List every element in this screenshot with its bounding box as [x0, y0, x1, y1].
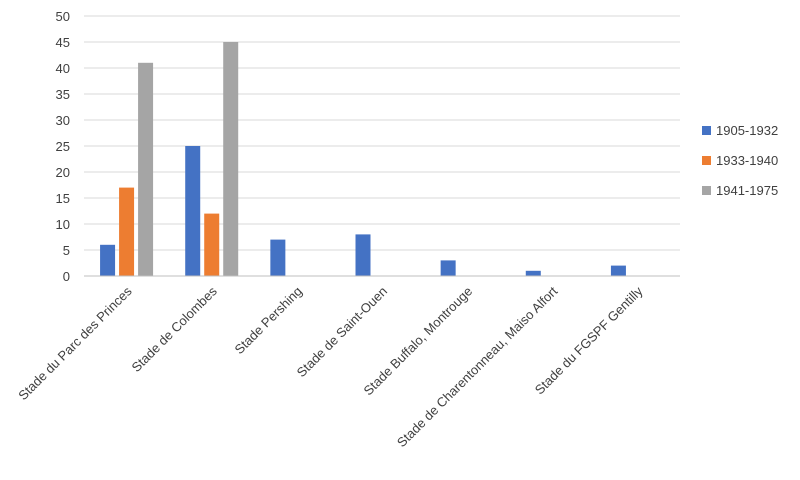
gridlines	[84, 15, 680, 251]
legend-label-2: 1933-1940	[716, 153, 778, 168]
legend-swatch-3	[702, 186, 711, 195]
category-label: Stade de Colombes	[128, 283, 220, 375]
y-tick-label: 0	[63, 269, 70, 284]
y-tick-label: 15	[56, 191, 70, 206]
bars	[100, 42, 626, 276]
category-label: Stade du Parc des Princes	[15, 283, 135, 403]
bar-1941-1975-1	[138, 62, 154, 276]
bar-1905-1932-1	[100, 244, 116, 276]
y-tick-label: 35	[56, 87, 70, 102]
y-tick-label: 10	[56, 217, 70, 232]
bar-1905-1932-7	[610, 265, 626, 276]
bar-1905-1932-3	[270, 239, 286, 276]
y-tick-label: 20	[56, 165, 70, 180]
y-tick-label: 25	[56, 139, 70, 154]
legend-label-3: 1941-1975	[716, 183, 778, 198]
y-tick-label: 50	[56, 9, 70, 24]
category-label: Stade Pershing	[232, 284, 305, 357]
y-tick-label: 45	[56, 35, 70, 50]
legend-swatch-2	[702, 156, 711, 165]
category-label: Stade de Charentonneau, Maiso Alfort	[394, 283, 561, 450]
y-tick-label: 30	[56, 113, 70, 128]
bar-1933-1940-2	[204, 213, 220, 276]
bar-1905-1932-2	[185, 146, 201, 276]
y-tick-label: 40	[56, 61, 70, 76]
y-axis-ticks: 0 5 10 15 20 25 30 35 40 45 50	[56, 9, 70, 284]
bar-1905-1932-4	[355, 234, 371, 276]
category-label: Stade de Saint-Ouen	[294, 284, 390, 380]
bar-1905-1932-5	[440, 260, 456, 276]
bar-1941-1975-2	[223, 42, 239, 276]
bar-1933-1940-1	[119, 187, 135, 276]
bar-1905-1932-6	[525, 270, 541, 276]
legend-swatch-1	[702, 126, 711, 135]
legend-label-1: 1905-1932	[716, 123, 778, 138]
legend: 1905-1932 1933-1940 1941-1975	[702, 123, 778, 198]
y-tick-label: 5	[63, 243, 70, 258]
